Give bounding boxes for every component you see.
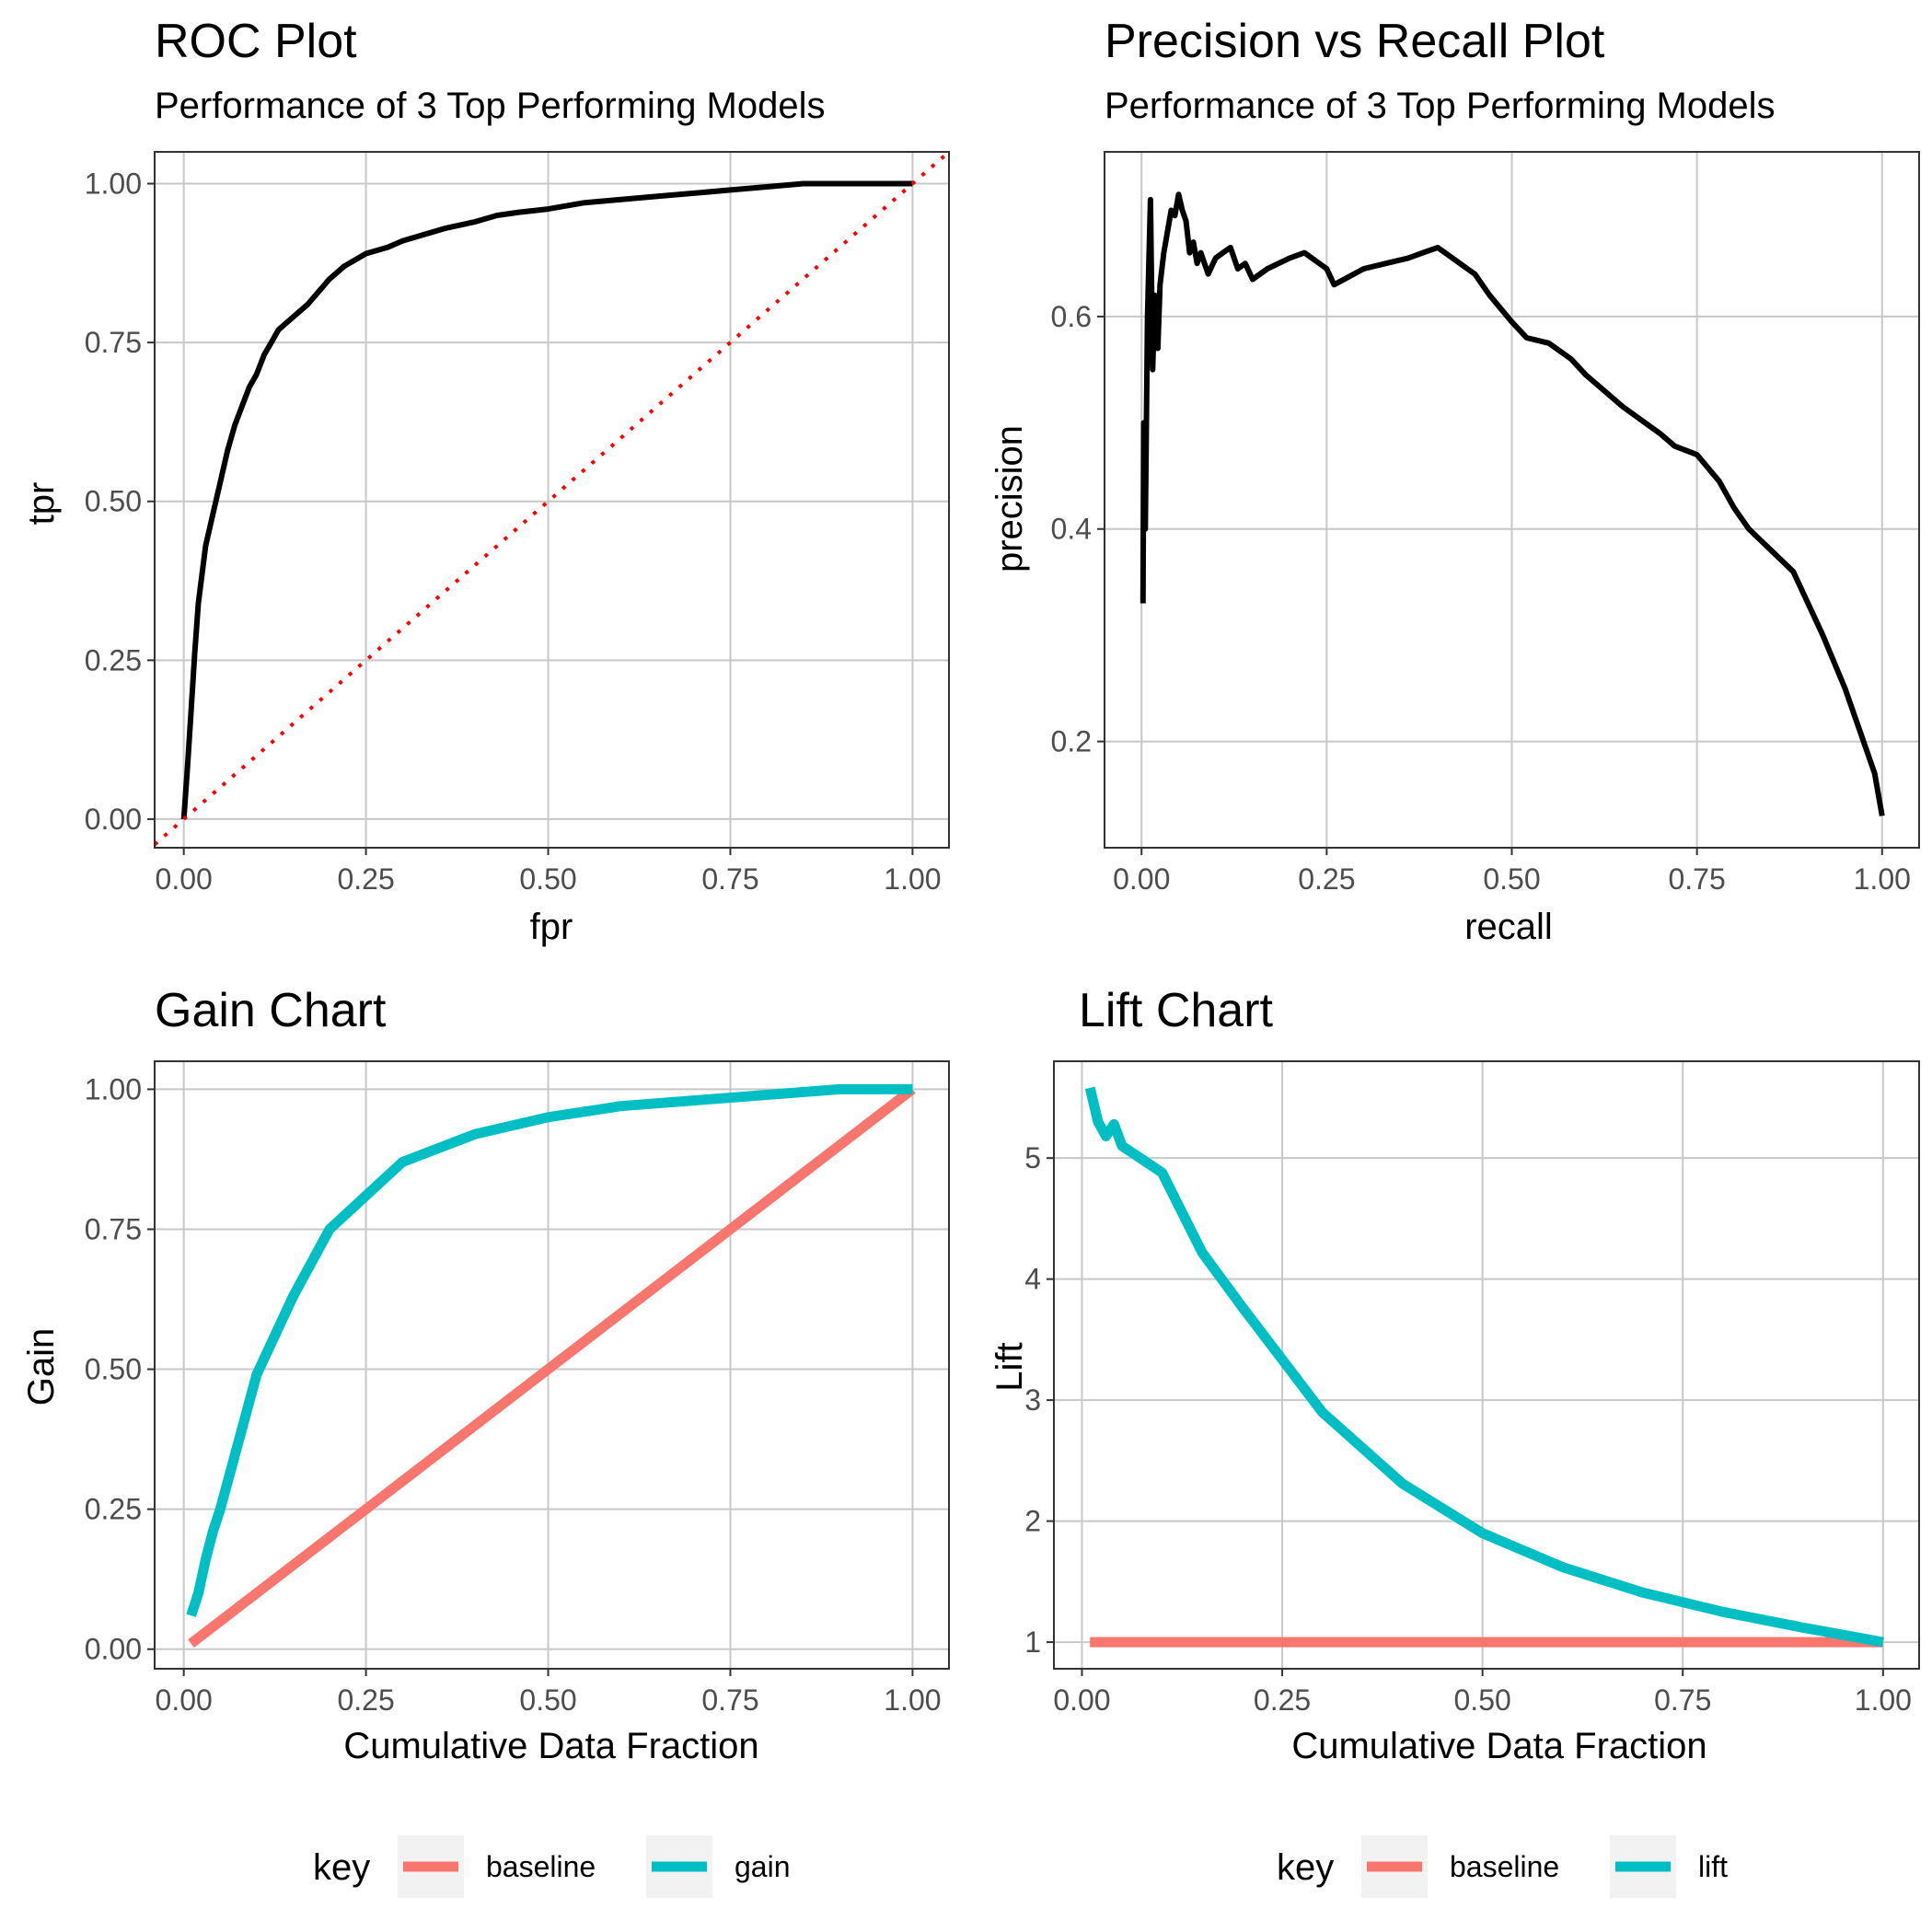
lift-legend-label-1: lift [1698, 1850, 1728, 1883]
gain-y-tick-label-1: 0.25 [85, 1493, 142, 1526]
pr-y-tick-label-0: 0.2 [1051, 725, 1092, 758]
roc-y-axis-title: tpr [21, 482, 62, 526]
gain-series-gain [186, 1083, 913, 1617]
gain-x-tick-label-1: 0.25 [337, 1683, 394, 1717]
gain-plot-area: 0.00 0.25 0.50 0.75 1.00 0.00 0.25 0.50 0.75 1.00 [85, 1060, 950, 1717]
pr-subtitle: Performance of 3 Top Performing Models [1105, 86, 1776, 126]
gain-y-tick-label-3: 0.75 [85, 1212, 142, 1245]
lift-legend: key baseline lift [1277, 1835, 1728, 1898]
lift-legend-label-0: baseline [1450, 1850, 1559, 1883]
roc-series-reference-line [155, 152, 949, 847]
gain-x-tick-label-3: 0.75 [701, 1683, 758, 1717]
roc-x-tick-label-0: 0.00 [156, 862, 213, 896]
gain-x-tick-label-0: 0.00 [156, 1683, 213, 1717]
roc-y-tick-label-1: 0.25 [85, 643, 142, 677]
lift-x-tick-label-4: 1.00 [1855, 1683, 1912, 1717]
roc-y-tick-label-3: 0.75 [85, 326, 142, 359]
gain-title: Gain Chart [155, 984, 387, 1037]
gain-y-tick-label-4: 1.00 [85, 1072, 142, 1105]
roc-x-axis-title: fpr [530, 907, 573, 947]
pr-plot-area: 0.00 0.25 0.50 0.75 1.00 0.2 0.4 0.6 [1051, 151, 1920, 896]
lift-y-tick-label-0: 1 [1024, 1625, 1041, 1659]
pr-y-tick-label-1: 0.4 [1051, 513, 1092, 546]
roc-panel: ROC Plot Performance of 3 Top Performing… [21, 15, 950, 947]
lift-title: Lift Chart [1079, 984, 1274, 1037]
lift-y-tick-label-4: 5 [1024, 1141, 1041, 1174]
gain-y-tick-label-0: 0.00 [85, 1633, 142, 1666]
lift-y-tick-label-3: 4 [1024, 1263, 1041, 1296]
lift-x-tick-label-3: 0.75 [1654, 1683, 1711, 1717]
pr-x-tick-label-2: 0.50 [1483, 862, 1540, 896]
lift-y-axis-title: Lift [989, 1342, 1030, 1391]
gain-series-baseline [188, 1085, 916, 1648]
lift-panel: Lift Chart 0.00 0.25 0.50 0.75 1.00 1 2 3 4 5 Cum… [989, 984, 1920, 1898]
roc-y-tick-label-0: 0.00 [85, 803, 142, 836]
gain-y-axis-title: Gain [21, 1328, 62, 1406]
gain-x-tick-label-4: 1.00 [884, 1683, 941, 1717]
pr-x-axis-title: recall [1464, 907, 1553, 947]
roc-y-tick-label-4: 1.00 [85, 168, 142, 201]
pr-title: Precision vs Recall Plot [1105, 15, 1605, 68]
roc-panel-border [154, 151, 950, 849]
gain-legend-label-0: baseline [486, 1850, 596, 1883]
pr-y-axis-title: precision [989, 425, 1030, 573]
lift-y-tick-label-1: 2 [1024, 1505, 1041, 1538]
roc-series-curve [180, 180, 913, 820]
lift-x-tick-label-0: 0.00 [1053, 1683, 1110, 1717]
pr-x-tick-label-0: 0.00 [1113, 862, 1170, 896]
pr-panel: Precision vs Recall Plot Performance of … [989, 15, 1920, 947]
gain-y-tick-label-2: 0.50 [85, 1353, 142, 1386]
lift-x-tick-label-1: 0.25 [1254, 1683, 1311, 1717]
roc-x-tick-label-2: 0.50 [519, 862, 576, 896]
roc-x-tick-label-1: 0.25 [337, 862, 394, 896]
gain-x-axis-title: Cumulative Data Fraction [343, 1726, 758, 1766]
gain-panel: Gain Chart 0.00 0.25 0.50 0.75 1.000.000.250… [21, 984, 950, 1898]
lift-series-lift [1084, 1086, 1884, 1648]
pr-y-tick-label-2: 0.6 [1051, 300, 1092, 333]
lift-x-axis-title: Cumulative Data Fraction [1291, 1726, 1706, 1766]
gain-legend-title: key [313, 1847, 370, 1888]
pr-x-tick-label-3: 0.75 [1668, 862, 1725, 896]
lift-y-tick-label-2: 3 [1024, 1383, 1041, 1417]
lift-x-tick-label-2: 0.50 [1454, 1683, 1511, 1717]
lift-plot-area: 0.00 0.25 0.50 0.75 1.00 1 2 3 4 5 [1024, 1060, 1920, 1717]
pr-x-tick-label-1: 0.25 [1298, 862, 1355, 896]
roc-x-tick-label-3: 0.75 [701, 862, 758, 896]
gain-legend-label-1: gain [735, 1850, 791, 1883]
roc-y-tick-label-2: 0.50 [85, 485, 142, 518]
pr-series-curve [1140, 191, 1885, 816]
pr-x-tick-label-4: 1.00 [1854, 862, 1911, 896]
roc-subtitle: Performance of 3 Top Performing Models [155, 86, 826, 126]
gain-legend: key baseline gain [313, 1835, 791, 1898]
lift-legend-title: key [1277, 1847, 1334, 1888]
roc-title: ROC Plot [155, 15, 357, 68]
lift-panel-border [1053, 1060, 1920, 1670]
gain-x-tick-label-2: 0.50 [519, 1683, 576, 1717]
roc-plot-area: 0.00 0.25 0.50 0.75 1.00 0.00 0.25 0.50 0.75 1.00 [85, 151, 950, 896]
roc-x-tick-label-4: 1.00 [884, 862, 941, 896]
gain-panel-border [154, 1060, 950, 1670]
